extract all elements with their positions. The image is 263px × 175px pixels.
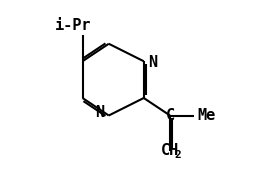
Text: Me: Me: [197, 108, 215, 123]
Text: 2: 2: [174, 150, 181, 160]
Text: N: N: [148, 55, 157, 70]
Text: CH: CH: [161, 143, 179, 158]
Text: i-Pr: i-Pr: [54, 18, 91, 33]
Text: N: N: [95, 105, 104, 120]
Text: C: C: [165, 108, 175, 123]
